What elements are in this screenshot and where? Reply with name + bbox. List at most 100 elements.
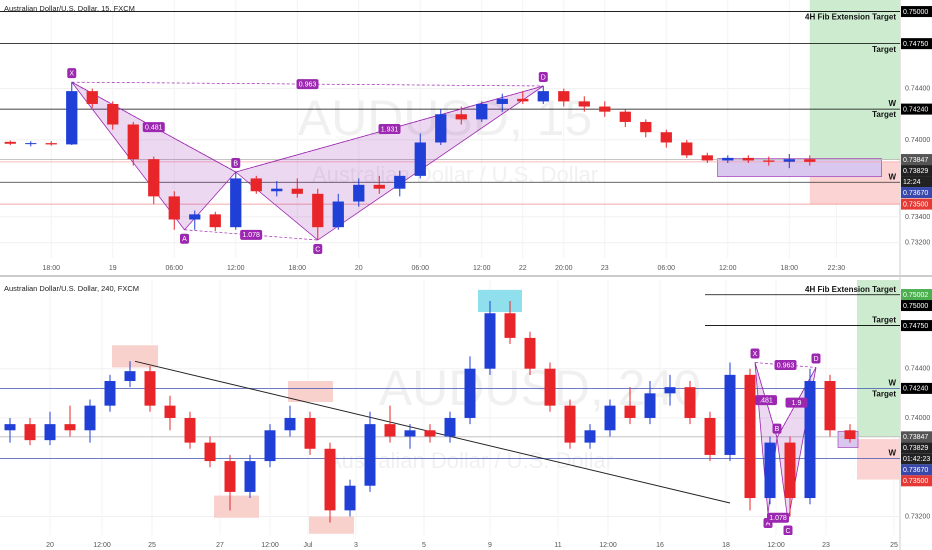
candle-body [844,430,856,440]
candle-body [312,193,324,228]
countdown-label: 01:42:23 [903,456,930,463]
candle-body [404,430,416,437]
price-tag [901,382,932,394]
candle-body [660,132,672,143]
ratio-label: 1.078 [769,515,787,522]
y-tick-label: 0.74000 [905,415,930,422]
pattern-point-label: A [182,236,187,243]
candle-body [244,461,256,492]
y-tick-label: 0.73400 [905,214,930,221]
candle-body [24,424,36,441]
pattern-point-box [538,72,548,82]
candle-body [496,98,508,104]
candle-body [464,368,476,418]
candle-body [250,178,262,192]
x-tick-label: 19 [109,265,117,272]
candle-body [455,114,467,120]
price-zone [478,289,522,313]
x-tick-label: 3 [354,542,358,549]
candle-body [224,461,236,492]
price-tag [901,289,932,301]
price-zone [288,381,333,402]
candle-body [86,91,98,104]
x-tick-label: 12:00 [599,542,617,549]
pattern-leg [71,81,236,173]
x-tick-label: 12:00 [261,542,279,549]
price-zone [214,495,259,518]
candle-body [424,430,436,437]
candle-body [619,111,631,122]
countdown-tag [901,176,932,188]
price-tag [901,198,932,210]
x-tick-label: 20:00 [555,265,573,272]
price-zone [857,280,900,437]
candle-body [435,114,447,143]
price-zone [112,345,158,368]
ratio-box [296,79,319,90]
price-tag-label: 0.74240 [903,106,928,113]
level-note: 4H Fib Extension Target [805,13,896,22]
ratio-box [755,395,777,406]
price-tag-label: 0.74750 [903,323,928,330]
candle-body [544,368,556,406]
chart-title: Australian Dollar/U.S. Dollar, 240, FXCM [4,284,139,293]
pattern-point-label: B [233,160,238,167]
candle-body [25,143,37,145]
x-tick-label: 06:00 [165,265,183,272]
pattern-point-label: B [775,426,780,433]
x-tick-label: 16 [656,542,664,549]
candle-body [264,430,276,462]
price-tag-label: 0.73829 [903,168,928,175]
x-tick-label: 27 [216,542,224,549]
candle-body [284,417,296,431]
y-tick-label: 0.74400 [905,366,930,373]
candle-body [373,184,385,189]
ratio-box [785,397,808,408]
candle-body [209,214,221,228]
x-tick-label: Jul [304,542,313,549]
candle-body [444,417,456,437]
candle-body [578,101,590,107]
x-tick-label: 20 [46,542,54,549]
candle-body [704,417,716,455]
pattern-point-box [313,244,323,255]
candle-body [584,430,596,443]
chart-title: Australian Dollar/U.S. Dollar, 15, FXCM [4,4,135,13]
candle-body [144,371,156,406]
y-tick-label: 0.73200 [905,513,930,520]
candle-body [701,155,713,161]
candle-body [784,442,796,499]
candle-body [230,178,242,228]
pattern-point-label: X [69,70,74,77]
candle-body [304,417,316,449]
candle-body [504,313,516,338]
candle-body [564,405,576,443]
x-tick-label: 22 [519,265,527,272]
level-note: W [888,449,896,458]
ratio-label: 1.931 [381,126,399,133]
candle-body [127,124,139,160]
candle-body [344,485,356,511]
candle-body [66,91,78,145]
candle-body [148,159,160,197]
price-tag [901,38,932,50]
x-tick-label: 5 [422,542,426,549]
candle-body [164,405,176,418]
level-note: W [888,172,896,181]
x-tick-label: 12:00 [93,542,111,549]
price-tag-label: 0.75002 [903,292,928,299]
candle-body [783,159,795,162]
candle-body [364,424,376,486]
x-tick-label: 20 [355,265,363,272]
candle-body [107,103,119,125]
candle-body [168,196,180,220]
x-tick-label: 06:00 [658,265,676,272]
price-tag-label: 0.73670 [903,467,928,474]
price-tag [901,442,932,454]
x-tick-label: 25 [890,542,898,549]
price-tag [901,464,932,476]
candle-body [414,142,426,176]
